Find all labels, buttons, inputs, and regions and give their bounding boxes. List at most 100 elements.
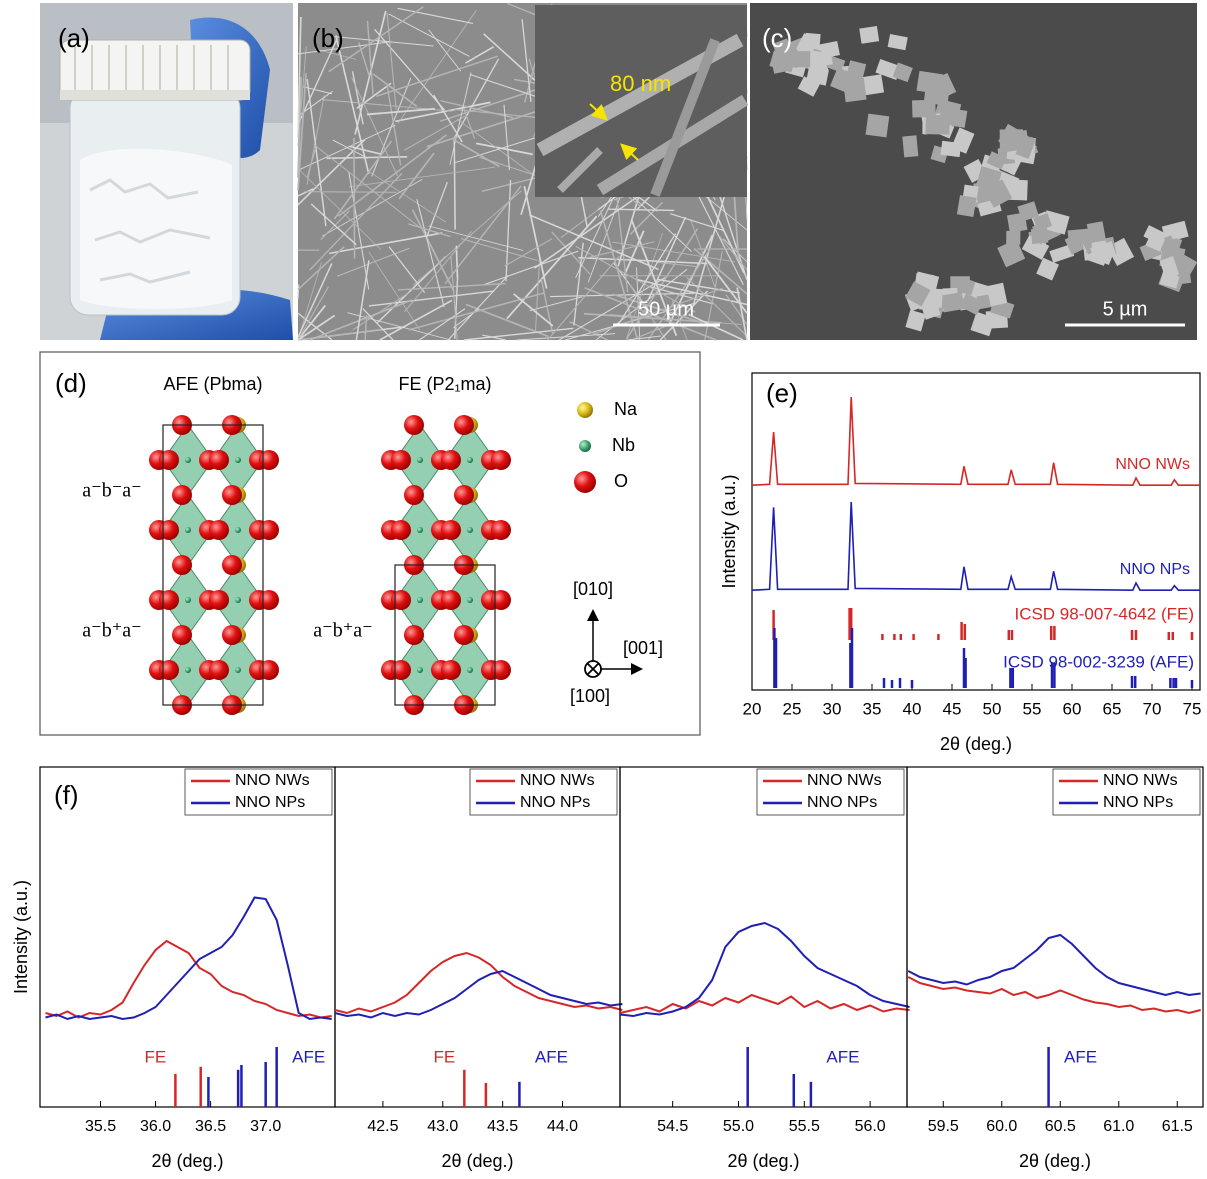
structure-title: AFE (Pbma) xyxy=(163,374,262,394)
nanowire xyxy=(632,325,667,341)
nanowire xyxy=(453,140,456,230)
nanoparticle xyxy=(859,25,880,44)
nanowire xyxy=(297,46,307,146)
nanowire xyxy=(463,109,476,140)
x-tick-label: 60.5 xyxy=(1045,1118,1076,1135)
nanowire xyxy=(440,100,514,119)
nanowire xyxy=(529,296,583,312)
legend-box xyxy=(1052,768,1201,816)
o-atom xyxy=(259,660,279,680)
x-tick-label: 35 xyxy=(863,699,882,718)
nb-atom xyxy=(417,457,423,463)
reference-label: AFE xyxy=(292,1047,325,1066)
nanowire xyxy=(352,291,411,331)
nanowire xyxy=(551,231,591,275)
nanowire xyxy=(337,134,447,217)
nanowire xyxy=(348,171,370,290)
nanoparticle xyxy=(1006,212,1028,233)
x-tick-label: 60.0 xyxy=(986,1118,1017,1135)
nanowire xyxy=(428,29,462,72)
nanowire xyxy=(368,251,421,331)
tilt-label: a⁻b⁺a⁻ xyxy=(313,620,372,642)
nanowire xyxy=(612,241,735,263)
legend-label: NNO NWs xyxy=(235,772,310,789)
nanoparticle xyxy=(815,40,840,60)
nanowire xyxy=(395,101,491,123)
o-atom xyxy=(222,625,242,645)
legend-label: NNO NWs xyxy=(807,772,882,789)
nb-atom xyxy=(417,667,423,673)
nanoparticle xyxy=(912,99,936,118)
nanoparticle xyxy=(865,113,890,138)
nanowire xyxy=(630,219,678,337)
reference-label: AFE xyxy=(826,1047,859,1066)
nanowire xyxy=(484,250,579,286)
x-tick-label: 42.5 xyxy=(367,1118,398,1135)
x-tick-label: 55.0 xyxy=(723,1118,754,1135)
o-atom xyxy=(391,520,411,540)
reference-label: AFE xyxy=(1064,1047,1097,1066)
o-atom xyxy=(209,590,229,610)
nanoparticle xyxy=(959,293,984,316)
nanowire xyxy=(328,6,424,73)
x-axis-label: 2θ (deg.) xyxy=(441,1151,513,1171)
nanowire xyxy=(628,282,667,341)
nanowire xyxy=(433,94,463,143)
o-atom xyxy=(222,555,242,575)
tilt-label: a⁻b⁺a⁻ xyxy=(82,620,141,642)
legend-box xyxy=(756,768,905,816)
xrd-curve xyxy=(334,951,623,1015)
o-atom xyxy=(454,415,474,435)
nanoparticle xyxy=(887,34,908,51)
nanowire xyxy=(364,314,368,341)
nanoparticle xyxy=(970,311,996,337)
nb-atom xyxy=(467,527,473,533)
nb-atom xyxy=(417,597,423,603)
scale-bar-label: 5 µm xyxy=(1103,298,1148,320)
nanowire xyxy=(411,209,456,293)
o-atom xyxy=(404,415,424,435)
plot-frame xyxy=(334,766,621,1108)
nanowire xyxy=(736,287,748,341)
o-atom xyxy=(259,450,279,470)
o-atom xyxy=(441,520,461,540)
nanoparticle xyxy=(905,309,926,332)
nanoparticle xyxy=(806,66,829,86)
x-tick-label: 30 xyxy=(823,699,842,718)
plot-frame xyxy=(619,766,908,1108)
nanowire xyxy=(454,108,544,119)
nanoparticle xyxy=(941,292,965,313)
nanowire xyxy=(622,186,692,252)
y-axis-label: Intensity (a.u.) xyxy=(719,474,739,588)
x-axis-label: 2θ (deg.) xyxy=(1019,1151,1091,1171)
x-tick-label: 37.0 xyxy=(250,1118,281,1135)
nb-atom xyxy=(235,527,241,533)
nanowire xyxy=(297,286,330,341)
nanowire xyxy=(386,84,402,166)
plot-frame xyxy=(906,766,1204,1108)
nanowire xyxy=(336,247,410,277)
nanoparticle xyxy=(830,67,853,92)
nanowire xyxy=(627,335,661,341)
nanowire xyxy=(578,256,708,265)
nanowire xyxy=(547,255,620,341)
panel-label: (a) xyxy=(58,23,90,53)
nanowire xyxy=(297,73,307,191)
x-tick-label: 55 xyxy=(1023,699,1042,718)
nanowire xyxy=(670,213,725,232)
x-tick-label: 56.0 xyxy=(855,1118,886,1135)
panel-label: (c) xyxy=(762,23,792,53)
nanowire xyxy=(388,246,426,294)
nanowire xyxy=(447,274,509,341)
x-tick-label: 54.5 xyxy=(657,1118,688,1135)
nanowire xyxy=(550,292,695,298)
reference-label: FE xyxy=(145,1047,167,1066)
x-tick-label: 35.5 xyxy=(85,1118,116,1135)
x-tick-label: 61.5 xyxy=(1162,1118,1193,1135)
nanoparticles xyxy=(769,25,1198,337)
nanowire xyxy=(297,39,338,126)
nanowire xyxy=(718,194,748,281)
x-tick-label: 50 xyxy=(983,699,1002,718)
nanowire xyxy=(516,333,616,341)
